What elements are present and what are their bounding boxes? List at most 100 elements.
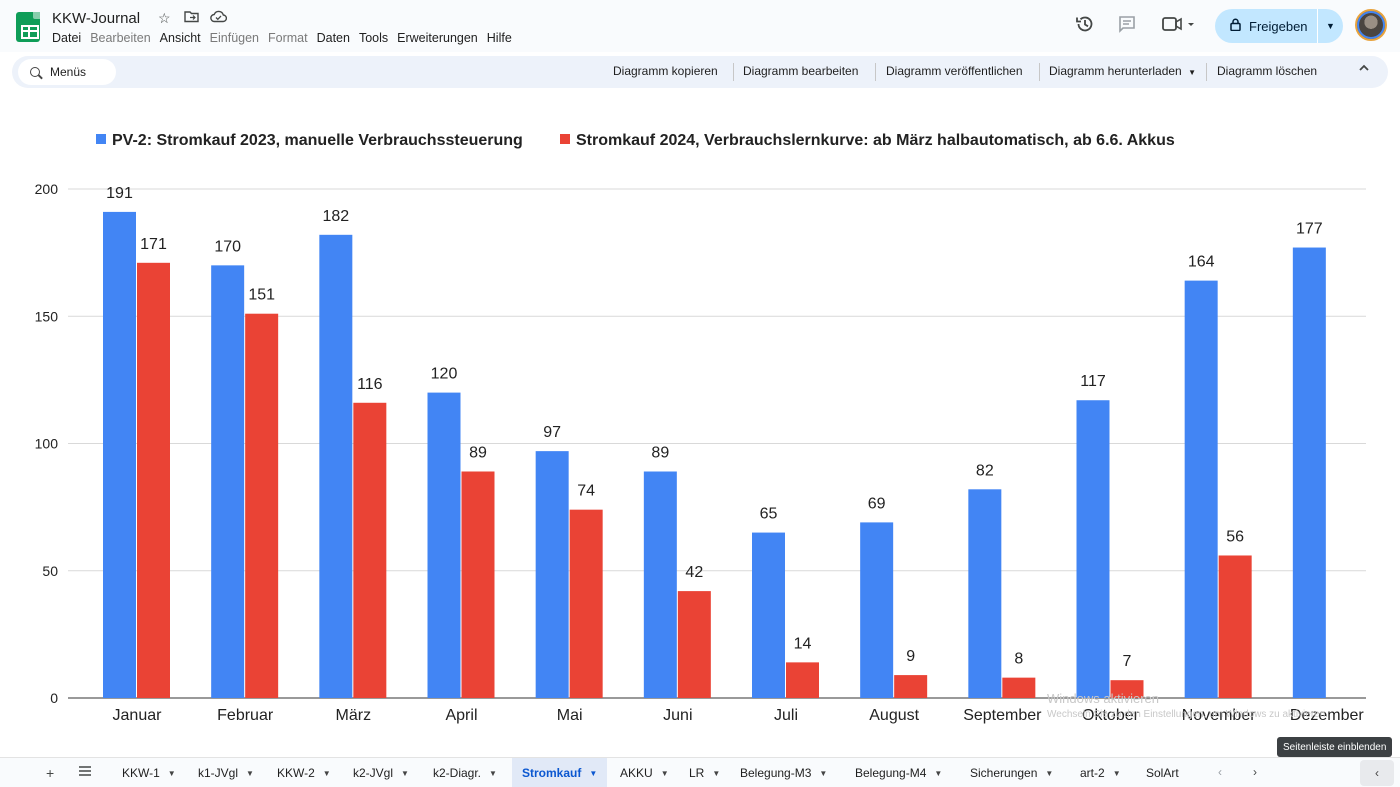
sheet-tab-label: Stromkauf (522, 766, 582, 780)
chevron-down-icon[interactable]: ▼ (712, 768, 721, 778)
copy-chart-button[interactable]: Diagramm kopieren (613, 64, 718, 78)
data-label: 65 (760, 506, 778, 523)
sheet-tab-sicherungen[interactable]: Sicherungen ▼ (960, 758, 1063, 787)
data-label: 56 (1226, 528, 1244, 545)
sheet-tab-label: KKW-2 (277, 766, 315, 780)
bar (643, 471, 677, 698)
x-tick-label: Januar (113, 707, 163, 724)
sheet-tab-art-2[interactable]: art-2 ▼ (1070, 758, 1131, 787)
chevron-down-icon[interactable]: ▼ (1112, 768, 1121, 778)
chevron-down-icon[interactable]: ▼ (489, 768, 497, 778)
y-tick-label: 100 (35, 436, 59, 452)
share-label: Freigeben (1249, 18, 1308, 34)
bar (103, 211, 136, 698)
chevron-down-icon[interactable]: ▼ (934, 768, 943, 778)
share-dropdown-chevron-icon[interactable]: ▼ (1317, 9, 1343, 43)
menu-hilfe[interactable]: Hilfe (486, 31, 512, 45)
meet-video-icon[interactable] (1162, 14, 1194, 39)
share-button[interactable]: Freigeben (1215, 9, 1317, 43)
collapse-toolbar-chevron-up-icon[interactable] (1358, 62, 1370, 77)
menu-daten[interactable]: Daten (316, 31, 350, 45)
bar-chart[interactable]: 0 50 100 150 200 PV-2: Stromkauf 2023, manuel… (0, 96, 1400, 756)
delete-chart-button[interactable]: Diagramm löschen (1217, 64, 1318, 78)
bar (860, 522, 894, 698)
chart-container[interactable]: 0 50 100 150 200 PV-2: Stromkauf 2023, manuel… (0, 96, 1400, 756)
sheet-tab-lr[interactable]: LR ▼ (679, 758, 730, 787)
chevron-down-icon[interactable]: ▼ (819, 768, 828, 778)
menu-ansicht[interactable]: Ansicht (159, 31, 201, 45)
chevron-down-icon[interactable]: ▼ (246, 768, 254, 778)
y-tick-label: 0 (50, 690, 58, 706)
all-sheets-menu-icon[interactable] (78, 764, 92, 781)
bar (1292, 247, 1326, 698)
x-tick-label: Mai (557, 707, 583, 724)
toolbar-divider (875, 63, 876, 81)
publish-chart-button[interactable]: Diagramm veröffentlichen (886, 64, 1023, 78)
menus-search-button[interactable]: Menüs (18, 59, 116, 85)
download-chart-button[interactable]: Diagramm herunterladen ▼ (1049, 64, 1196, 78)
bar (1184, 280, 1218, 698)
chevron-down-icon[interactable]: ▼ (589, 768, 598, 778)
sheet-tab-belegung-m3[interactable]: Belegung-M3 ▼ (730, 758, 837, 787)
edit-chart-button[interactable]: Diagramm bearbeiten (743, 64, 859, 78)
show-sidebar-chevron-left-icon[interactable]: ‹ (1360, 760, 1394, 786)
sheet-tab-label: Sicherungen (970, 766, 1038, 780)
chevron-down-icon[interactable]: ▼ (322, 768, 331, 778)
data-label: 151 (248, 287, 275, 304)
x-tick-label: Dezember (1290, 707, 1364, 724)
sheet-tab-k1-jvgl[interactable]: k1-JVgl ▼ (188, 758, 264, 787)
menu-bar: Datei Bearbeiten Ansicht Einfügen Format Date… (52, 31, 521, 45)
sheet-tab-kkw-1[interactable]: KKW-1 ▼ (112, 758, 186, 787)
data-label: 8 (1014, 651, 1023, 668)
x-tick-label: März (336, 707, 372, 724)
sheet-tab-belegung-m4[interactable]: Belegung-M4 ▼ (845, 758, 952, 787)
toolbar-divider (1206, 63, 1207, 81)
windows-activation-text: Wechseln Sie zu den Einstellungen, um Wi… (1047, 709, 1329, 720)
sheets-logo-icon[interactable] (16, 12, 40, 42)
chevron-down-icon[interactable]: ▼ (660, 768, 669, 778)
menu-format[interactable]: Format (268, 31, 308, 45)
menu-datei[interactable]: Datei (52, 31, 82, 45)
sheet-tab-k2-diagr-[interactable]: k2-Diagr. ▼ (423, 758, 507, 787)
sheet-tab-stromkauf[interactable]: Stromkauf ▼ (512, 758, 608, 787)
add-sheet-icon[interactable]: + (46, 765, 55, 781)
data-label: 97 (543, 424, 561, 441)
comments-icon[interactable] (1117, 14, 1137, 39)
legend-entry: Stromkauf 2024, Verbrauchslernkurve: ab … (576, 132, 1175, 149)
data-label: 164 (1188, 254, 1215, 271)
menu-einf-gen[interactable]: Einfügen (209, 31, 260, 45)
menu-bearbeiten[interactable]: Bearbeiten (90, 31, 151, 45)
star-icon[interactable]: ☆ (158, 10, 171, 26)
legend-swatch (96, 134, 106, 144)
account-avatar[interactable] (1355, 9, 1387, 41)
bar (1110, 680, 1144, 698)
bar (968, 489, 1002, 698)
sheet-tab-label: k1-JVgl (198, 766, 239, 780)
document-title[interactable]: KKW-Journal (52, 10, 141, 27)
sheet-tab-label: LR (689, 766, 705, 780)
chevron-down-icon[interactable]: ▼ (1045, 768, 1054, 778)
x-tick-label: Juni (663, 707, 692, 724)
sheet-tab-kkw-2[interactable]: KKW-2 ▼ (267, 758, 341, 787)
scroll-tabs-left-icon[interactable]: ‹ (1218, 765, 1222, 779)
sheet-tab-solart[interactable]: SolArt (1136, 758, 1189, 787)
y-tick-label: 200 (35, 181, 59, 197)
scroll-tabs-right-icon[interactable]: › (1253, 765, 1257, 779)
sheet-tab-akku[interactable]: AKKU ▼ (610, 758, 679, 787)
chevron-down-icon[interactable]: ▼ (167, 768, 176, 778)
data-label: 182 (322, 208, 349, 225)
bar (461, 471, 495, 698)
move-folder-icon[interactable] (184, 10, 199, 26)
menus-search-label: Menüs (50, 65, 87, 79)
menu-erweiterungen[interactable]: Erweiterungen (397, 31, 478, 45)
data-label: 117 (1080, 373, 1106, 390)
cloud-status-icon[interactable] (210, 10, 228, 26)
data-label: 14 (794, 635, 812, 652)
data-label: 170 (214, 238, 241, 255)
version-history-icon[interactable] (1075, 14, 1095, 39)
menu-tools[interactable]: Tools (358, 31, 389, 45)
title-bar: KKW-Journal ☆ Datei Bearbeiten Ansicht Einf… (0, 0, 1400, 52)
sheet-tab-k2-jvgl[interactable]: k2-JVgl ▼ (343, 758, 419, 787)
chevron-down-icon[interactable]: ▼ (401, 768, 409, 778)
data-label: 42 (685, 564, 703, 581)
